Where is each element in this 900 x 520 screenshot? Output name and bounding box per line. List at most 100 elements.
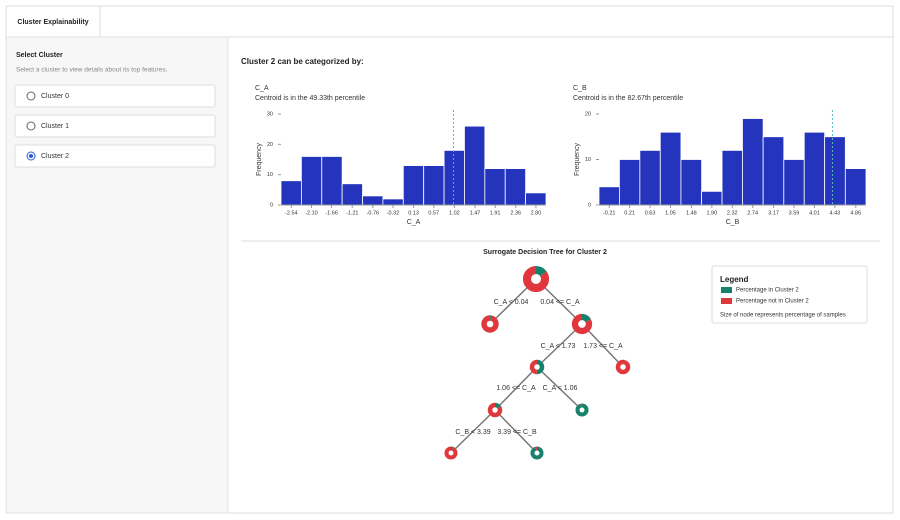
histogram-bar [402, 165, 425, 206]
x-tick-label: 2.74 [747, 210, 758, 216]
legend-swatch [721, 298, 732, 304]
x-tick-label: 1.02 [449, 210, 460, 216]
y-tick-label: 20 [585, 111, 591, 117]
node-in-cluster [571, 313, 593, 335]
x-tick-label: 3.17 [768, 210, 779, 216]
cluster-option[interactable] [14, 114, 216, 138]
node-in-cluster [615, 359, 631, 375]
edge-label: 1.73 <= C_A [583, 343, 623, 350]
edge-label: C_A < 0.04 [494, 299, 529, 306]
y-axis-label: Frequency [574, 142, 581, 176]
x-tick-label: 0.13 [408, 210, 419, 216]
histogram-bar [321, 156, 343, 206]
edge-label: 3.39 <= C_B [497, 429, 537, 436]
x-axis-label: C_B [726, 219, 740, 226]
x-tick-label: 2.80 [531, 210, 542, 216]
x-tick-label: -0.21 [603, 210, 616, 216]
x-tick-label: -2.54 [285, 210, 298, 216]
x-tick-label: 1.05 [665, 210, 676, 216]
legend-label: Percentage in Cluster 2 [736, 288, 799, 294]
radio-dot[interactable] [29, 154, 33, 158]
x-tick-label: 0.63 [645, 210, 656, 216]
x-tick-label: -0.76 [367, 210, 380, 216]
x-tick-label: 4.43 [830, 210, 841, 216]
x-tick-label: 1.47 [470, 210, 481, 216]
histogram-bar [598, 186, 620, 206]
node-in-cluster [487, 402, 503, 418]
histogram-bar [659, 131, 682, 206]
x-tick-label: 1.48 [686, 210, 697, 216]
edge-label: 0.04 <= C_A [540, 299, 580, 306]
legend-title: Legend [720, 275, 749, 284]
node-in-cluster [522, 265, 550, 293]
cluster-option[interactable] [14, 144, 216, 168]
histogram-bar [824, 136, 846, 206]
tree-edge [494, 366, 538, 411]
heading: Cluster 2 can be categorized by: [241, 57, 364, 66]
cluster-option-label[interactable]: Cluster 2 [41, 153, 69, 160]
x-tick-label: -0.32 [387, 210, 400, 216]
histogram-bar [701, 190, 723, 206]
legend-label: Percentage not in Cluster 2 [736, 299, 809, 305]
tree-edge [450, 409, 496, 454]
x-tick-label: 1.91 [490, 210, 501, 216]
chart-title: C_A [255, 85, 269, 92]
tree-title: Surrogate Decision Tree for Cluster 2 [483, 249, 607, 256]
x-tick-label: 0.57 [428, 210, 439, 216]
x-tick-label: 1.90 [706, 210, 717, 216]
histogram-bar [783, 159, 805, 206]
histogram-bar [443, 149, 465, 206]
edge-label: C_A < 1.06 [543, 385, 578, 392]
x-tick-label: -1.21 [346, 210, 359, 216]
histogram-bar [803, 131, 826, 206]
y-tick-label: 0 [588, 202, 591, 208]
edge-label: C_B < 3.39 [455, 429, 490, 436]
histogram-bar [721, 149, 743, 206]
radio[interactable] [26, 121, 36, 131]
x-tick-label: -2.10 [305, 210, 318, 216]
histogram-bar [382, 198, 404, 206]
cluster-option-label[interactable]: Cluster 1 [41, 123, 69, 130]
sidebar [5, 36, 229, 514]
histogram-bar [742, 118, 764, 206]
node-in-cluster [529, 359, 545, 375]
sidebar-subtitle: Select a cluster to view details about i… [16, 67, 168, 74]
node-in-cluster [481, 315, 499, 333]
x-tick-label: 4.01 [809, 210, 820, 216]
histogram-bar [525, 192, 547, 206]
chart-title: C_B [573, 85, 587, 92]
x-tick-label: 0.21 [624, 210, 635, 216]
cluster-option[interactable] [14, 84, 216, 108]
edge-label: C_A < 1.73 [541, 343, 576, 350]
histogram-bar [341, 183, 363, 206]
histogram-bar [423, 165, 445, 206]
y-tick-label: 0 [270, 202, 273, 208]
x-tick-label: 4.86 [850, 210, 861, 216]
tab-label[interactable]: Cluster Explainability [17, 19, 88, 26]
node-in-cluster [575, 403, 589, 417]
legend-box [711, 265, 868, 324]
node-in-cluster [444, 446, 458, 460]
y-tick-label: 20 [267, 142, 273, 148]
radio[interactable] [26, 91, 36, 101]
tab[interactable] [5, 5, 101, 38]
cluster-option-label[interactable]: Cluster 0 [41, 93, 69, 100]
x-tick-label: 3.59 [789, 210, 800, 216]
x-tick-label: 2.36 [510, 210, 521, 216]
x-tick-label: -1.66 [325, 210, 338, 216]
histogram-bar [619, 159, 641, 206]
histogram-bar [639, 149, 661, 206]
edge-label: 1.06 <= C_A [496, 385, 536, 392]
tree-edge [494, 409, 538, 454]
y-tick-label: 10 [585, 157, 591, 163]
y-tick-label: 10 [267, 172, 273, 178]
histogram-bar [280, 180, 302, 206]
sidebar-title: Select Cluster [16, 52, 63, 59]
histogram-bar [504, 168, 527, 206]
tree-edge [536, 366, 583, 411]
chart-subtitle: Centroid is in the 82.67th percentile [573, 95, 683, 102]
node-in-cluster [530, 446, 544, 460]
legend-swatch [721, 287, 732, 293]
histogram-bar [680, 159, 703, 206]
